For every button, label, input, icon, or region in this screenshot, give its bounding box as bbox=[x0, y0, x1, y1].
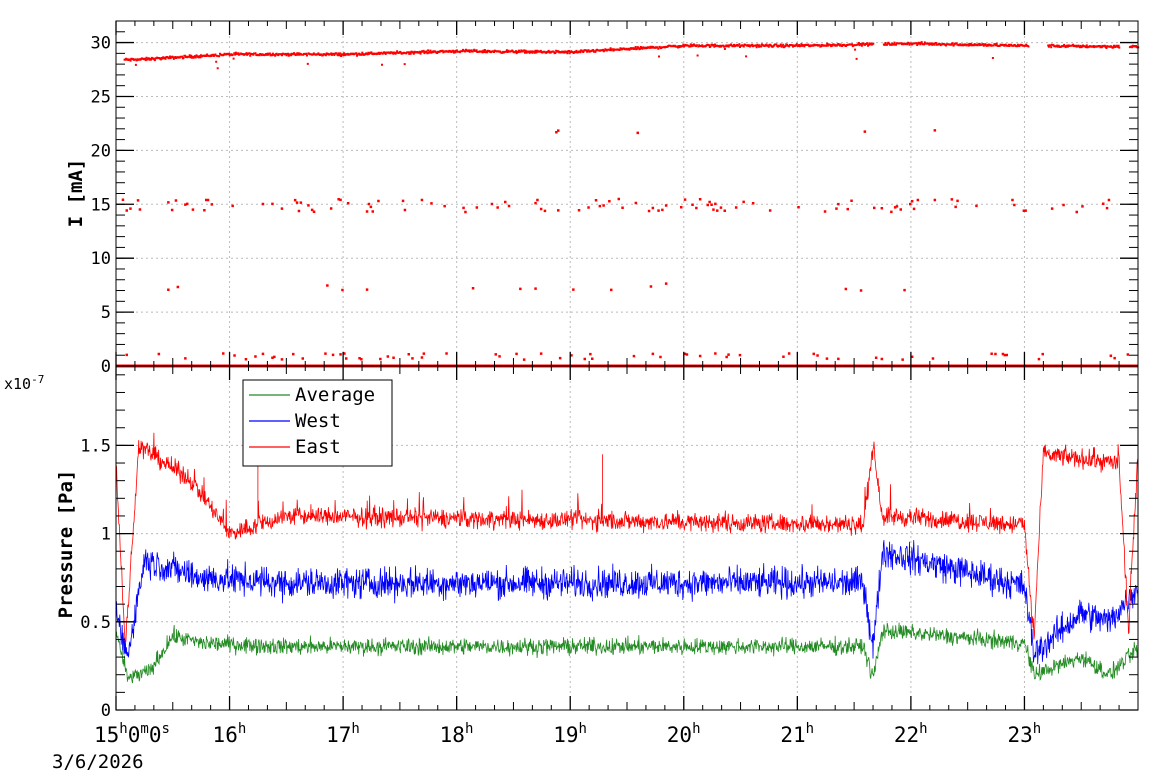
pressure-y-label: Pressure [Pa] bbox=[55, 470, 77, 619]
y-tick-label: 0.5 bbox=[80, 613, 111, 633]
time-tick-label: 19h bbox=[553, 721, 587, 747]
time-tick-hour: 23 bbox=[1007, 723, 1032, 747]
time-tick-hour: 19 bbox=[553, 723, 578, 747]
pressure-line-west bbox=[115, 540, 1139, 665]
time-tick-hour: 15 bbox=[94, 723, 119, 747]
y-tick-label: 0 bbox=[101, 357, 111, 377]
time-tick-seconds: 0 bbox=[149, 723, 162, 747]
time-tick-label: 15h0m0s bbox=[94, 721, 170, 747]
y-tick-label: 15 bbox=[91, 195, 111, 215]
y-tick-label: 10 bbox=[91, 249, 111, 269]
y-tick-label: 0 bbox=[101, 701, 111, 721]
pressure-y-ticks: 0 0.5 1 1.5 bbox=[80, 374, 1138, 721]
time-tick-hour: 22 bbox=[894, 723, 919, 747]
time-tick-hour: 18 bbox=[440, 723, 465, 747]
time-tick-minutes: 0 bbox=[128, 723, 141, 747]
pressure-exponent: x10-7 bbox=[4, 373, 44, 393]
time-tick-unit: h bbox=[351, 721, 359, 737]
time-tick-hour: 17 bbox=[326, 723, 351, 747]
time-tick-unit: h bbox=[465, 721, 473, 737]
date-label: 3/6/2026 bbox=[52, 751, 144, 773]
time-tick-unit: h bbox=[579, 721, 587, 737]
time-tick-label: 20h bbox=[667, 721, 701, 747]
legend-label-west: West bbox=[295, 410, 341, 432]
y-tick-label: 25 bbox=[91, 87, 111, 107]
time-tick-hour: 20 bbox=[667, 723, 692, 747]
y-tick-label: 30 bbox=[91, 34, 111, 54]
current-sparse-band-0 bbox=[121, 197, 1111, 214]
y-tick-label: 20 bbox=[91, 141, 111, 161]
time-tick-unit: h bbox=[692, 721, 700, 737]
time-tick-label: 22h bbox=[894, 721, 928, 747]
time-tick-label: 23h bbox=[1007, 721, 1041, 747]
time-tick-hour: 16 bbox=[213, 723, 238, 747]
y-tick-label: 1.5 bbox=[80, 436, 111, 456]
legend-label-average: Average bbox=[295, 384, 375, 406]
time-tick-unit: h bbox=[1033, 721, 1041, 737]
pressure-panel: 0 0.5 1 1.5 Pressure [Pa] x10-7 Average Wes… bbox=[4, 365, 1139, 721]
current-main-band bbox=[123, 41, 1140, 70]
pressure-exponent-power: -7 bbox=[31, 373, 44, 386]
time-tick-unit: h bbox=[238, 721, 246, 737]
time-tick-label: 21h bbox=[780, 721, 814, 747]
y-tick-label: 5 bbox=[101, 303, 111, 323]
time-tick-unit: m bbox=[140, 721, 148, 737]
time-tick-unit: h bbox=[919, 721, 927, 737]
time-tick-label: 16h bbox=[213, 721, 247, 747]
pressure-data bbox=[115, 432, 1139, 684]
time-tick-unit: h bbox=[119, 721, 127, 737]
legend-box bbox=[242, 379, 393, 467]
legend-label-east: East bbox=[295, 436, 341, 458]
legend: Average West East bbox=[242, 379, 393, 467]
time-tick-unit: h bbox=[806, 721, 814, 737]
current-panel: 0 5 10 15 20 25 30 I [mA] bbox=[65, 20, 1140, 377]
current-x-ticks bbox=[115, 21, 1120, 366]
pressure-exponent-base: x10 bbox=[4, 375, 31, 393]
time-tick-label: 17h bbox=[326, 721, 360, 747]
pressure-line-east bbox=[115, 432, 1139, 644]
current-y-label: I [mA] bbox=[65, 159, 87, 228]
current-grid bbox=[115, 21, 1138, 367]
y-tick-label: 1 bbox=[101, 525, 111, 545]
time-tick-label: 18h bbox=[440, 721, 474, 747]
time-axis-labels: 15h0m0s 16h 17h 18h 19h 20h 21h 22h 23h bbox=[94, 721, 1041, 747]
pressure-x-ticks bbox=[115, 366, 1120, 710]
time-tick-unit: s bbox=[161, 721, 169, 737]
time-tick-hour: 21 bbox=[780, 723, 805, 747]
pressure-line-average bbox=[115, 622, 1139, 684]
